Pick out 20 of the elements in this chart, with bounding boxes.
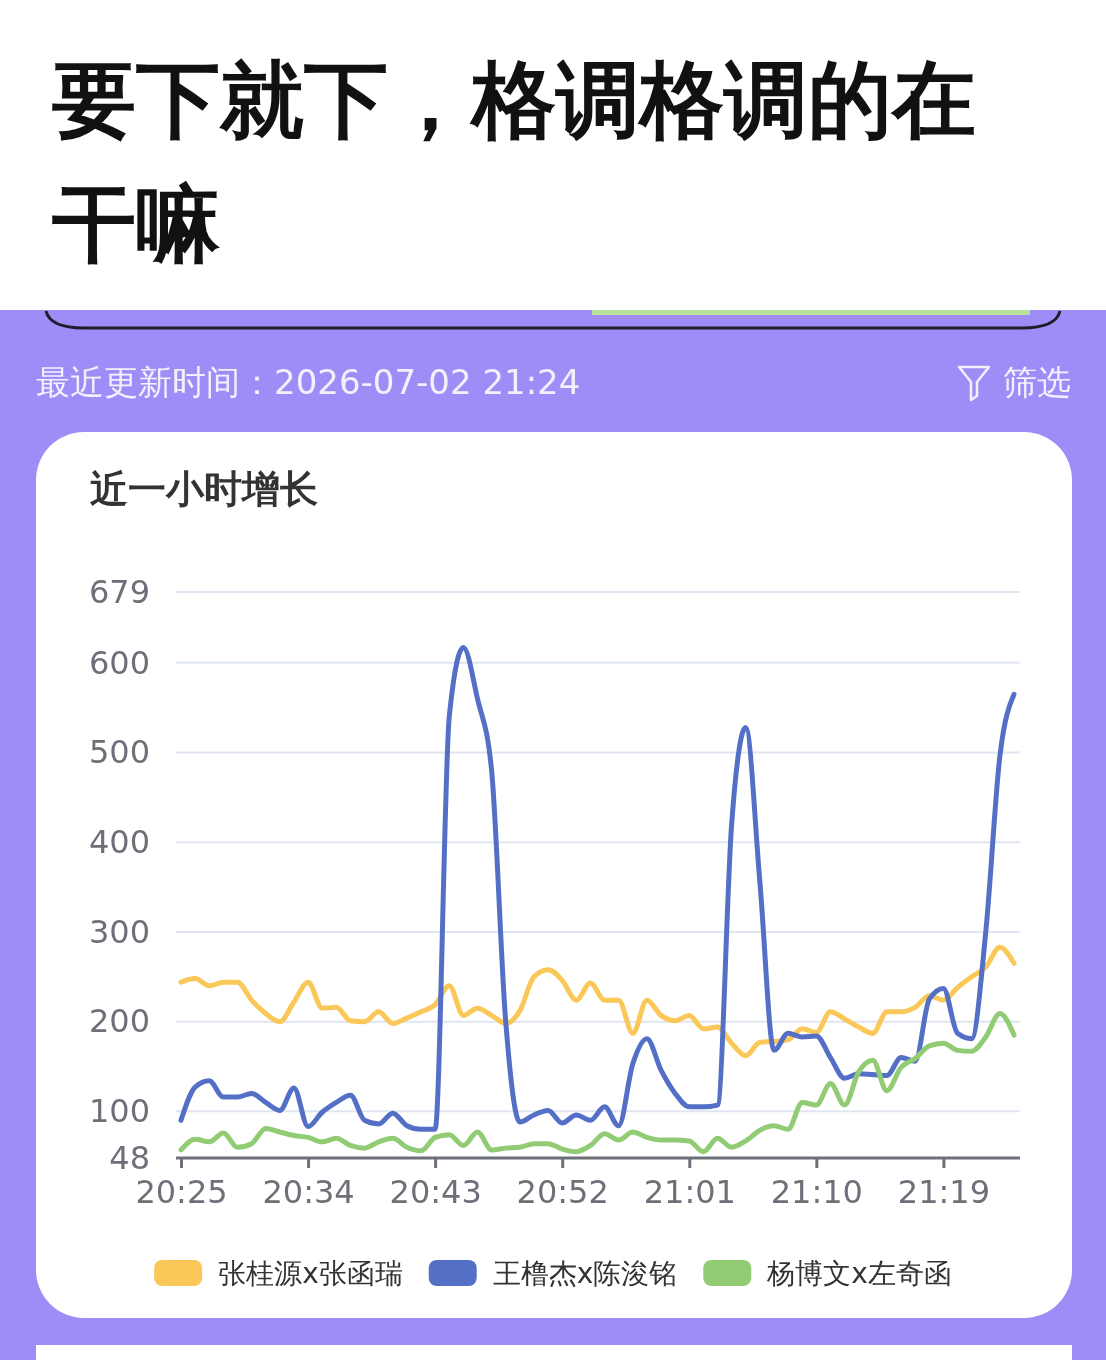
legend-label: 张桂源x张函瑞 bbox=[218, 1257, 403, 1290]
chart-title: 近一小时增长 bbox=[90, 467, 318, 511]
legend-label: 杨博文x左奇函 bbox=[766, 1257, 952, 1290]
y-tick-label: 400 bbox=[88, 823, 150, 861]
x-tick-label: 20:34 bbox=[262, 1172, 355, 1211]
text: 要下就下，格调格调的在干嘛 bbox=[52, 50, 977, 275]
y-tick-label: 679 bbox=[88, 572, 150, 611]
y-tick-label: 300 bbox=[88, 912, 150, 951]
text: 最近更新时间：2026-07-02 21:24 bbox=[36, 362, 581, 402]
x-tick-label: 20:52 bbox=[516, 1172, 609, 1211]
legend-label: 王橹杰x陈浚铭 bbox=[492, 1257, 678, 1290]
x-tick-label: 21:19 bbox=[897, 1172, 991, 1211]
y-tick-label: 200 bbox=[88, 1002, 150, 1041]
y-tick-label: 100 bbox=[88, 1092, 150, 1131]
x-tick-label: 21:01 bbox=[643, 1172, 736, 1211]
y-tick-label: 500 bbox=[88, 733, 150, 772]
y-tick-label: 600 bbox=[88, 643, 150, 682]
text: 筛选 bbox=[1003, 362, 1071, 402]
x-tick-label: 20:43 bbox=[389, 1172, 482, 1211]
x-tick-label: 21:10 bbox=[770, 1172, 863, 1211]
